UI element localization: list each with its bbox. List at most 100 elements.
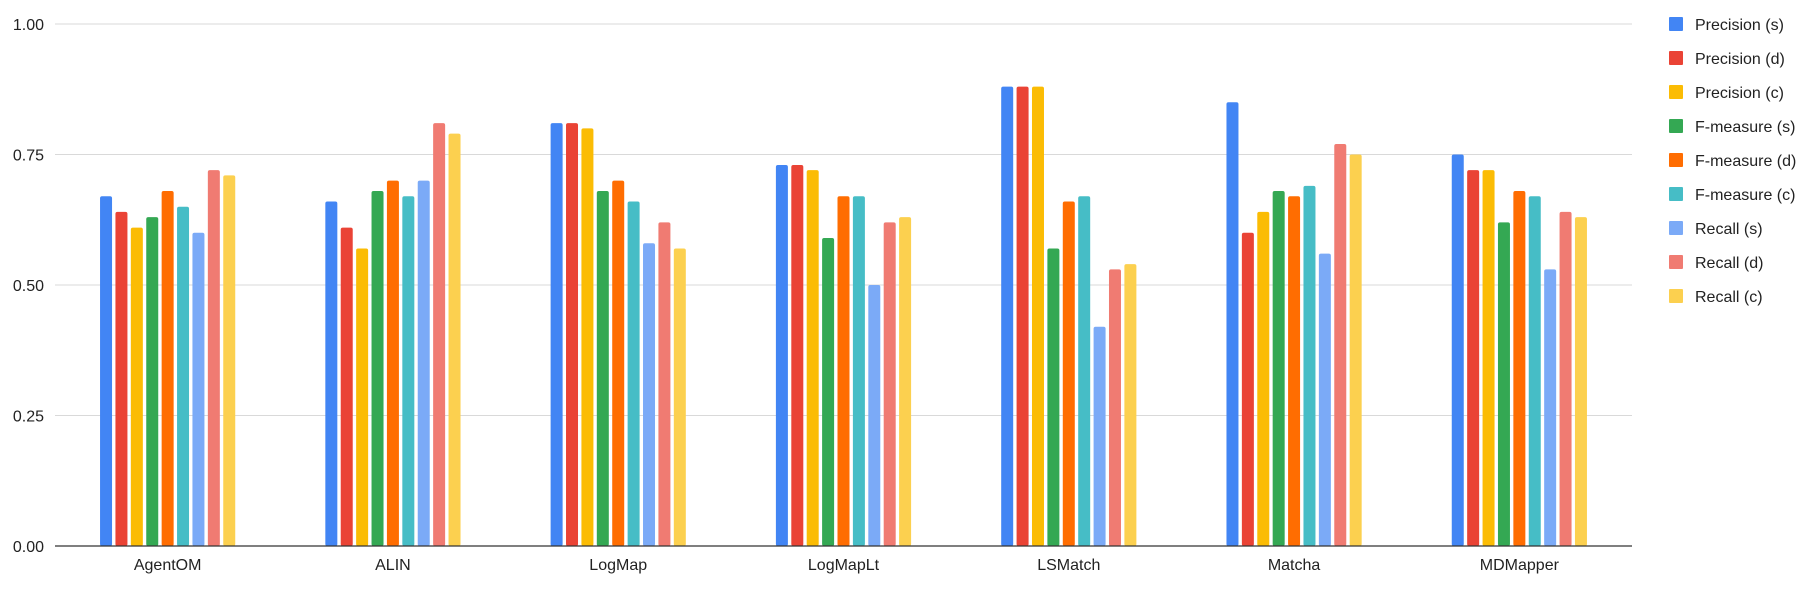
bar[interactable]: Precision (s): 0.88 xyxy=(1001,86,1014,546)
bar[interactable]: Recall (c): 0.75 xyxy=(1349,154,1362,547)
legend-swatch xyxy=(1669,17,1683,31)
bar[interactable]: Precision (s): 0.66 xyxy=(325,201,338,547)
bar[interactable]: F-measure (d): 0.67 xyxy=(837,196,850,546)
bar[interactable]: F-measure (s): 0.59 xyxy=(822,238,835,546)
bar[interactable]: Recall (s): 0.56 xyxy=(1318,253,1331,546)
bar[interactable]: Precision (s): 0.81 xyxy=(550,123,563,547)
bar[interactable]: F-measure (c): 0.65 xyxy=(177,206,190,546)
x-tick-label: LogMap xyxy=(589,557,647,574)
bar[interactable]: F-measure (s): 0.68 xyxy=(371,191,384,547)
bar[interactable]: Precision (d): 0.88 xyxy=(1016,86,1029,546)
bar[interactable]: F-measure (s): 0.68 xyxy=(1272,191,1285,547)
legend-item[interactable]: F-measure (c) xyxy=(1669,187,1795,204)
bar[interactable]: Precision (s): 0.67 xyxy=(100,196,113,546)
x-tick-label: LSMatch xyxy=(1037,557,1100,574)
bar[interactable]: Precision (c): 0.88 xyxy=(1031,86,1044,546)
bar[interactable]: F-measure (c): 0.67 xyxy=(852,196,865,546)
bar[interactable]: Precision (c): 0.8 xyxy=(581,128,594,546)
legend-swatch xyxy=(1669,289,1683,303)
x-tick-label: LogMapLt xyxy=(808,557,880,574)
bar[interactable]: F-measure (s): 0.57 xyxy=(1047,248,1060,546)
x-tick-label: MDMapper xyxy=(1480,557,1560,574)
legend-item[interactable]: F-measure (s) xyxy=(1669,119,1795,136)
bar[interactable]: Precision (d): 0.72 xyxy=(1467,170,1480,546)
x-tick-label: ALIN xyxy=(375,557,411,574)
bar[interactable]: Recall (c): 0.79 xyxy=(448,133,461,546)
legend[interactable]: Precision (s) Precision (d) Precision (c) F… xyxy=(1669,17,1796,306)
y-tick-label: 0.75 xyxy=(13,148,44,165)
bar[interactable]: Precision (d): 0.81 xyxy=(566,123,579,547)
bar[interactable]: Precision (c): 0.61 xyxy=(130,227,143,546)
bar[interactable]: F-measure (s): 0.62 xyxy=(1497,222,1510,547)
bar[interactable]: F-measure (d): 0.7 xyxy=(386,180,399,546)
bar[interactable]: Recall (d): 0.62 xyxy=(883,222,896,547)
legend-item[interactable]: F-measure (d) xyxy=(1669,153,1796,170)
bar[interactable]: Recall (c): 0.57 xyxy=(673,248,686,546)
legend-label: F-measure (c) xyxy=(1695,187,1795,204)
bar[interactable]: F-measure (d): 0.66 xyxy=(1062,201,1075,547)
legend-label: Recall (s) xyxy=(1695,221,1763,238)
bar[interactable]: Precision (s): 0.73 xyxy=(775,164,788,546)
legend-label: Recall (d) xyxy=(1695,255,1763,272)
bar[interactable]: Recall (s): 0.58 xyxy=(643,243,656,547)
y-tick-label: 1.00 xyxy=(13,17,44,34)
legend-item[interactable]: Precision (d) xyxy=(1669,51,1785,68)
bar[interactable]: Precision (d): 0.6 xyxy=(1241,232,1254,547)
bar[interactable]: Recall (d): 0.64 xyxy=(1559,211,1572,547)
legend-swatch xyxy=(1669,119,1683,133)
bar[interactable]: F-measure (s): 0.63 xyxy=(146,217,159,546)
bar[interactable]: Recall (s): 0.5 xyxy=(868,285,881,546)
bar[interactable]: Precision (d): 0.73 xyxy=(791,164,804,546)
x-tick-label: AgentOM xyxy=(134,557,202,574)
bar[interactable]: Precision (s): 0.85 xyxy=(1226,102,1239,547)
bar[interactable]: F-measure (s): 0.68 xyxy=(596,191,609,547)
legend-label: Precision (s) xyxy=(1695,17,1784,34)
y-tick-label: 0.00 xyxy=(13,539,44,556)
legend-swatch xyxy=(1669,221,1683,235)
bar[interactable]: Recall (d): 0.53 xyxy=(1108,269,1121,546)
bar[interactable]: Precision (c): 0.64 xyxy=(1257,211,1270,547)
bar[interactable]: F-measure (c): 0.66 xyxy=(627,201,640,547)
legend-item[interactable]: Precision (c) xyxy=(1669,85,1784,102)
bar[interactable]: Recall (c): 0.71 xyxy=(223,175,236,546)
bar[interactable]: F-measure (d): 0.68 xyxy=(1513,191,1526,547)
bar[interactable]: Recall (s): 0.53 xyxy=(1544,269,1557,546)
legend-swatch xyxy=(1669,255,1683,269)
bar[interactable]: Recall (d): 0.77 xyxy=(1334,144,1347,546)
bar[interactable]: Recall (s): 0.42 xyxy=(1093,326,1106,546)
bar[interactable]: Recall (s): 0.6 xyxy=(192,232,205,547)
bar[interactable]: Recall (c): 0.63 xyxy=(1574,217,1587,546)
bar[interactable]: F-measure (c): 0.67 xyxy=(1078,196,1091,546)
bar[interactable]: F-measure (d): 0.7 xyxy=(612,180,625,546)
legend-item[interactable]: Precision (s) xyxy=(1669,17,1784,34)
legend-label: Recall (c) xyxy=(1695,289,1763,306)
legend-swatch xyxy=(1669,51,1683,65)
legend-item[interactable]: Recall (s) xyxy=(1669,221,1763,238)
legend-swatch xyxy=(1669,187,1683,201)
bar[interactable]: Recall (d): 0.62 xyxy=(658,222,671,547)
bar[interactable]: Precision (c): 0.72 xyxy=(806,170,819,546)
bar[interactable]: Recall (c): 0.63 xyxy=(899,217,912,546)
bar[interactable]: Precision (d): 0.64 xyxy=(115,211,128,547)
bar[interactable]: F-measure (d): 0.67 xyxy=(1288,196,1301,546)
legend-item[interactable]: Recall (d) xyxy=(1669,255,1763,272)
bar[interactable]: Precision (s): 0.75 xyxy=(1451,154,1464,547)
x-tick-label: Matcha xyxy=(1268,557,1321,574)
bar[interactable]: F-measure (c): 0.67 xyxy=(402,196,415,546)
bar[interactable]: Precision (d): 0.61 xyxy=(340,227,353,546)
legend-label: Precision (c) xyxy=(1695,85,1784,102)
bar[interactable]: Recall (s): 0.7 xyxy=(417,180,430,546)
bar[interactable]: Precision (c): 0.57 xyxy=(356,248,369,546)
bar[interactable]: F-measure (d): 0.68 xyxy=(161,191,174,547)
legend-item[interactable]: Recall (c) xyxy=(1669,289,1763,306)
bar[interactable]: F-measure (c): 0.69 xyxy=(1303,185,1316,546)
bar[interactable]: F-measure (c): 0.67 xyxy=(1528,196,1541,546)
bar[interactable]: Recall (d): 0.81 xyxy=(433,123,446,547)
legend-label: F-measure (s) xyxy=(1695,119,1795,136)
bar[interactable]: Precision (c): 0.72 xyxy=(1482,170,1495,546)
bar[interactable]: Recall (c): 0.54 xyxy=(1124,264,1137,546)
legend-label: Precision (d) xyxy=(1695,51,1785,68)
bar[interactable]: Recall (d): 0.72 xyxy=(207,170,220,546)
